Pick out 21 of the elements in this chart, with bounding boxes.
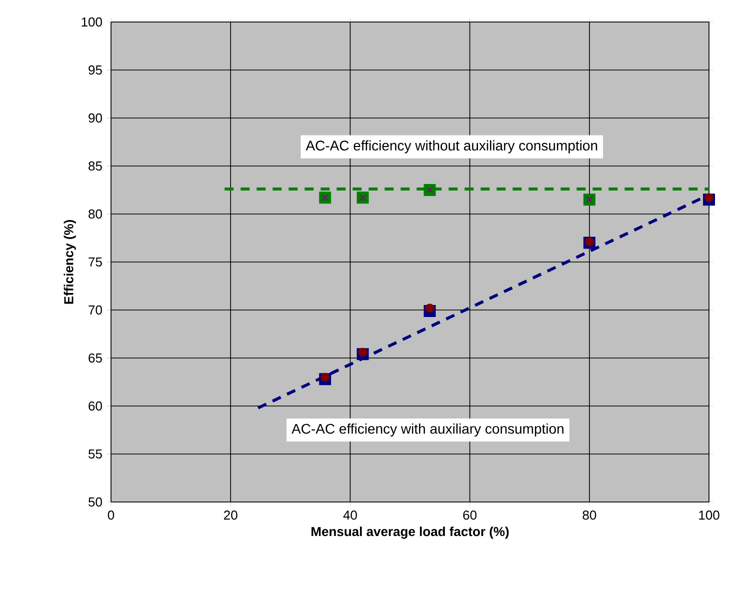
x-tick-label: 100 [699,510,720,520]
x-tick-label: 20 [224,510,238,520]
y-tick-label: 65 [88,353,102,363]
x-tick-label: 0 [108,510,114,520]
y-axis-title: Efficiency (%) [64,220,76,304]
x-tick-label: 40 [343,510,357,520]
y-tick-label: 50 [88,497,102,507]
x-tick-label: 80 [582,510,596,520]
x-axis-title: Mensual average load factor (%) [312,526,509,539]
annotation: AC-AC efficiency with auxiliary consumption [292,423,564,437]
y-tick-label: 85 [88,161,102,171]
y-tick-label: 55 [88,449,102,459]
y-tick-label: 80 [88,209,102,219]
y-tick-label: 90 [88,113,102,123]
y-tick-label: 100 [82,17,102,27]
y-tick-label: 75 [88,257,102,267]
y-tick-label: 60 [88,401,102,411]
y-tick-label: 70 [88,305,102,315]
x-tick-label: 60 [463,510,477,520]
y-tick-label: 95 [88,65,102,75]
annotation: AC-AC efficiency without auxiliary consumption [306,140,598,154]
